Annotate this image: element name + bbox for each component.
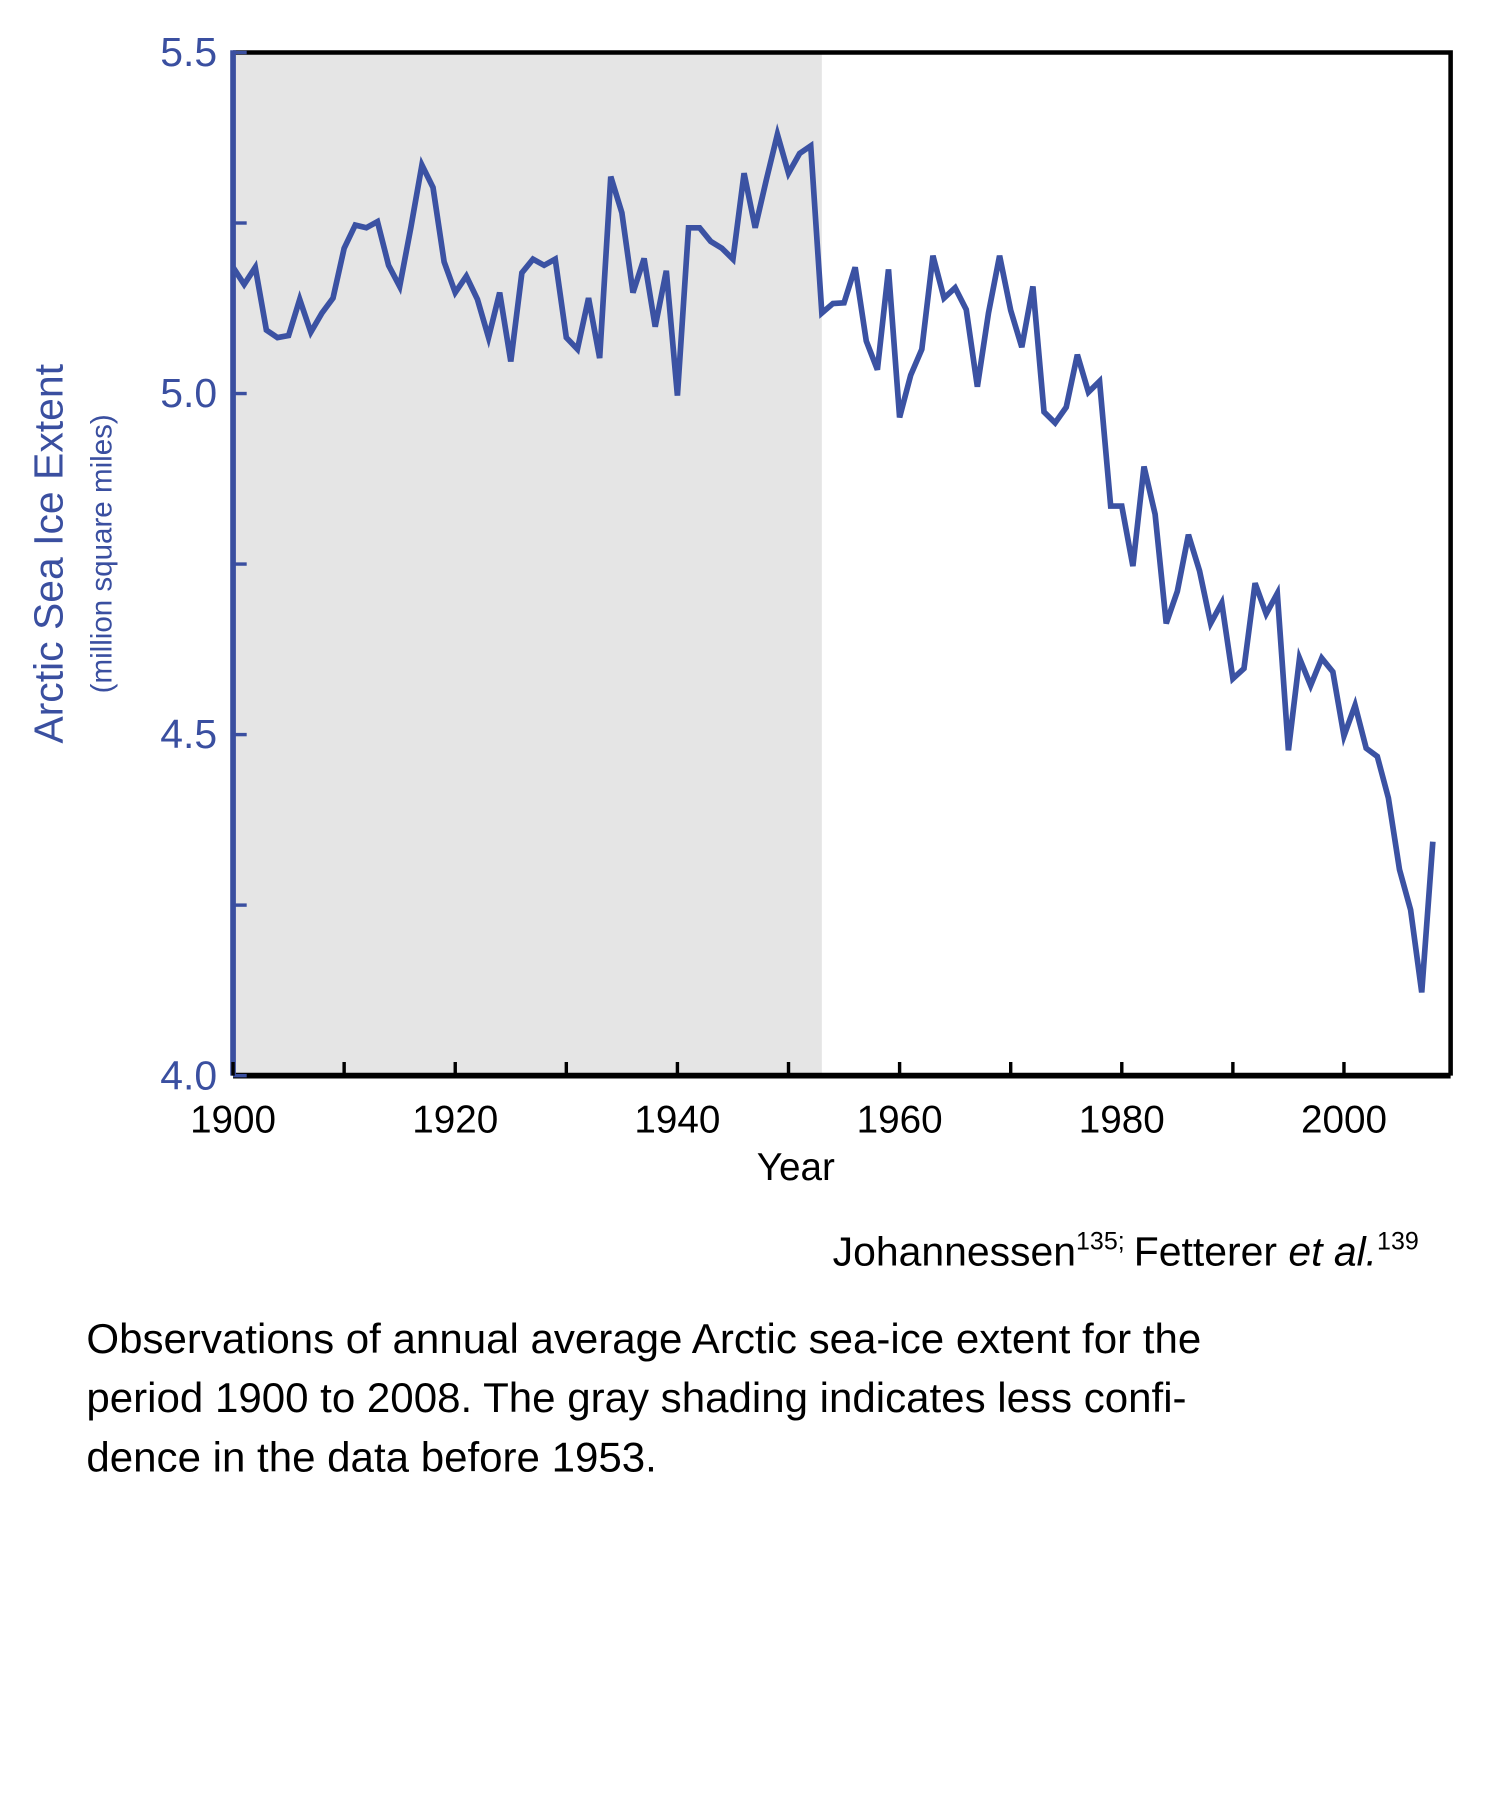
x-tick-label: 1900 (190, 1098, 276, 1141)
caption-line: period 1900 to 2008. The gray shading in… (86, 1374, 1186, 1421)
y-tick-label: 5.5 (160, 29, 217, 75)
y-axis-label: Arctic Sea Ice Extent (26, 363, 72, 743)
y-tick-label: 5.0 (160, 370, 217, 416)
source: Johannessen135; Fetterer et al.139 (833, 1228, 1419, 1275)
source-ref: 135; (1076, 1228, 1125, 1256)
source-etal: et al. (1288, 1228, 1377, 1274)
x-tick-label: 1920 (412, 1098, 498, 1141)
y-tick-label: 4.5 (160, 711, 217, 757)
confidence-shading (233, 52, 822, 1076)
x-axis-label: Year (757, 1146, 835, 1189)
x-tick-label: 1980 (1079, 1098, 1165, 1141)
caption-line: dence in the data before 1953. (86, 1433, 656, 1480)
x-tick-label: 1960 (857, 1098, 943, 1141)
y-axis-sublabel: (million square miles) (85, 414, 118, 693)
data-line (230, 123, 1436, 993)
source-ref: 139 (1377, 1228, 1419, 1256)
background-layer (233, 52, 822, 1076)
plot-frame (233, 50, 1453, 1076)
x-tick-label: 2000 (1301, 1098, 1387, 1141)
caption-line: Observations of annual average Arctic se… (86, 1315, 1201, 1362)
y-tick-label: 4.0 (160, 1052, 217, 1098)
source-author: Johannessen (833, 1228, 1076, 1274)
x-tick-label: 1940 (634, 1098, 720, 1141)
source-author: Fetterer (1134, 1228, 1277, 1274)
